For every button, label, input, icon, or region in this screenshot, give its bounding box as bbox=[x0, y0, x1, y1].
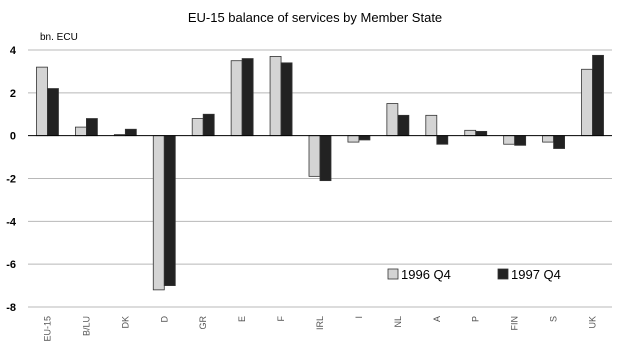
bar bbox=[230, 60, 243, 137]
bar bbox=[503, 135, 516, 145]
bar bbox=[397, 114, 410, 137]
bar bbox=[152, 135, 165, 291]
bar bbox=[308, 135, 321, 177]
bar bbox=[36, 66, 48, 137]
y-tick-label: 2 bbox=[10, 88, 16, 100]
bar bbox=[542, 135, 554, 143]
y-tick-label: 0 bbox=[10, 131, 16, 143]
x-axis-category-labels: EU-15 B/LU DK D GR E F IRL I NL A P FIN S UK bbox=[42, 315, 597, 341]
bar bbox=[436, 135, 449, 145]
x-tick-label: GR bbox=[198, 315, 208, 329]
legend-swatch bbox=[497, 268, 509, 280]
bar-series-group bbox=[36, 54, 604, 291]
y-axis-unit-label: bn. ECU bbox=[40, 32, 78, 43]
bar bbox=[581, 68, 593, 137]
y-tick-label: -8 bbox=[6, 302, 16, 314]
x-tick-label: E bbox=[237, 316, 247, 322]
bar bbox=[163, 135, 176, 286]
bar bbox=[464, 129, 477, 137]
bar bbox=[75, 126, 87, 137]
y-tick-label: -2 bbox=[6, 174, 16, 186]
x-tick-label: IRL bbox=[315, 316, 325, 330]
bar bbox=[319, 135, 332, 182]
bar bbox=[592, 54, 604, 137]
bar bbox=[124, 128, 137, 137]
legend: 1996 Q4 1997 Q4 bbox=[387, 267, 561, 282]
legend-label: 1997 Q4 bbox=[511, 267, 561, 282]
chart-title: EU-15 balance of services by Member Stat… bbox=[188, 10, 442, 25]
x-tick-label: DK bbox=[120, 316, 130, 329]
bar bbox=[425, 114, 438, 137]
bar bbox=[47, 88, 59, 137]
x-tick-label: FIN bbox=[510, 316, 520, 331]
x-tick-label: F bbox=[276, 316, 286, 322]
x-tick-label: I bbox=[354, 316, 364, 319]
bar bbox=[386, 103, 399, 137]
x-tick-label: S bbox=[549, 316, 559, 322]
bar bbox=[475, 130, 488, 137]
x-tick-label: D bbox=[159, 316, 169, 323]
y-tick-label: 4 bbox=[10, 45, 17, 57]
y-tick-label: -4 bbox=[6, 216, 17, 228]
y-tick-label: -6 bbox=[6, 259, 16, 271]
bar bbox=[514, 135, 527, 146]
x-tick-label: P bbox=[471, 316, 481, 322]
bar bbox=[280, 62, 293, 137]
bar bbox=[553, 135, 565, 149]
bar bbox=[241, 58, 254, 137]
legend-swatch bbox=[387, 268, 399, 280]
bar bbox=[202, 113, 215, 137]
bar bbox=[358, 135, 371, 141]
bar bbox=[86, 118, 98, 137]
x-tick-label: A bbox=[432, 316, 442, 322]
bar bbox=[269, 56, 282, 137]
bar bbox=[191, 118, 204, 137]
y-axis-ticks: 4 2 0 -2 -4 -6 -8 bbox=[6, 45, 17, 314]
x-tick-label: B/LU bbox=[81, 316, 91, 336]
bar bbox=[347, 135, 360, 143]
x-tick-label: NL bbox=[393, 316, 403, 328]
legend-label: 1996 Q4 bbox=[401, 267, 451, 282]
x-tick-label: UK bbox=[588, 316, 598, 329]
x-tick-label: EU-15 bbox=[42, 316, 52, 342]
